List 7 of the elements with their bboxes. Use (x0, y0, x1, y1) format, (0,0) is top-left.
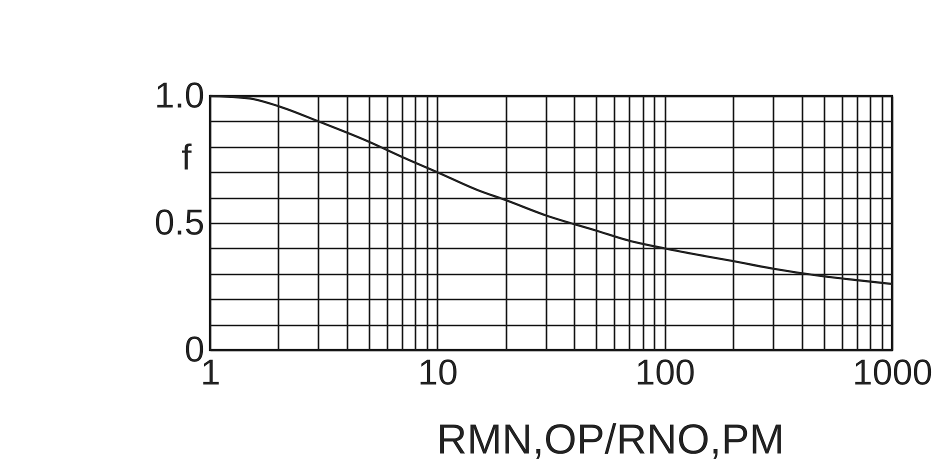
y-tick-label: 1.0 (154, 74, 204, 116)
x-tick-label: 1000 (852, 352, 933, 392)
x-tick-label: 10 (418, 352, 458, 392)
x-tick-label: 100 (635, 352, 696, 392)
y-axis-title: f (181, 136, 192, 178)
x-axis-title: RMN,OP/RNO,PM (436, 416, 784, 462)
y-tick-label: 0.5 (154, 202, 204, 242)
